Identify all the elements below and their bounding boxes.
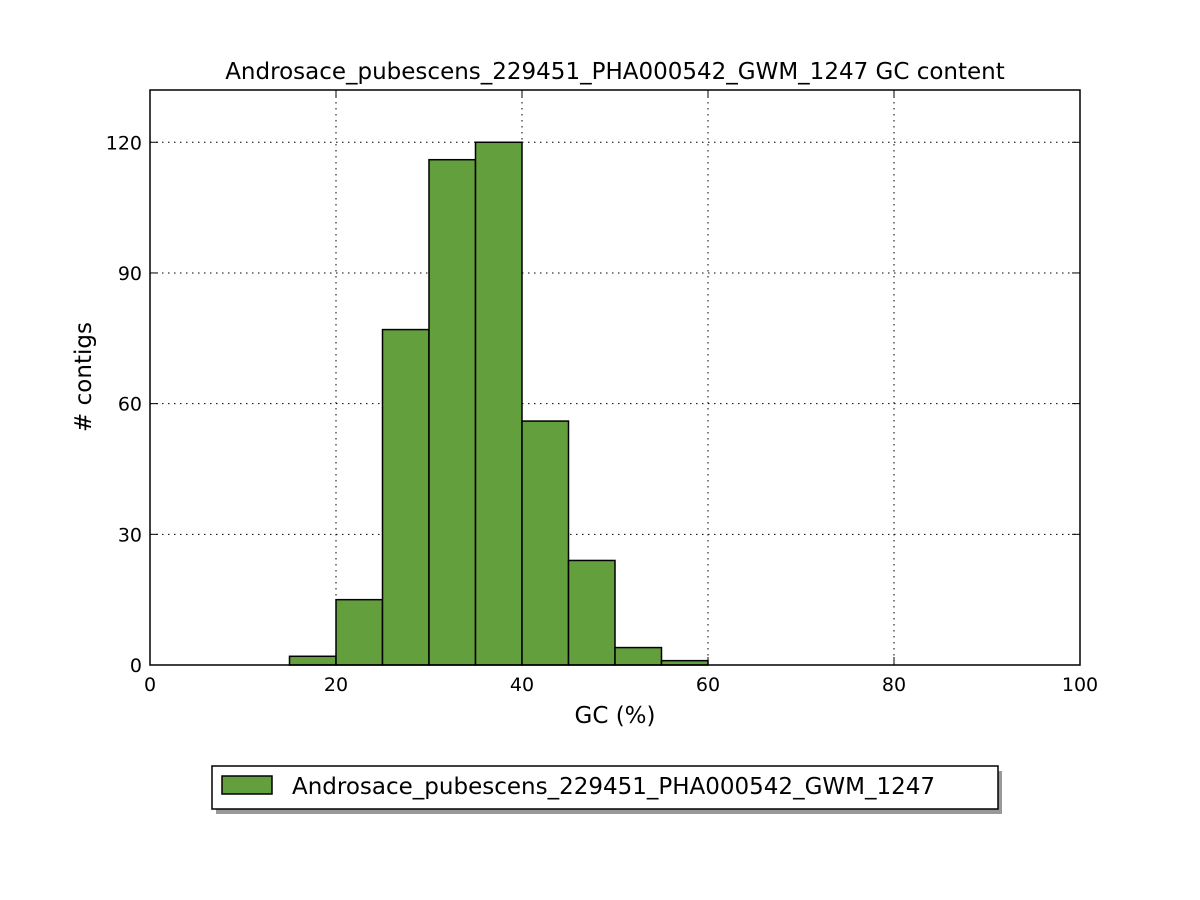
histogram-bar-5 bbox=[521, 420, 570, 666]
histogram-bar-4 bbox=[474, 141, 523, 666]
legend-swatch bbox=[221, 775, 273, 795]
y-tick-label-4: 120 bbox=[106, 132, 142, 154]
y-tick-label-0: 0 bbox=[130, 655, 142, 677]
legend-label: Androsace_pubescens_229451_PHA000542_GWM… bbox=[292, 774, 935, 800]
ticks-layer: 0 20 40 60 80 100 0 30 60 90 120 bbox=[106, 90, 1098, 696]
y-tick-label-1: 30 bbox=[118, 524, 142, 546]
histogram-bar-2 bbox=[381, 328, 430, 666]
x-tick-label-2: 40 bbox=[510, 674, 534, 696]
x-tick-label-3: 60 bbox=[696, 674, 720, 696]
y-axis-label: # contigs bbox=[71, 322, 97, 432]
plot-frame bbox=[149, 89, 1081, 666]
x-tick-label-1: 20 bbox=[324, 674, 348, 696]
histogram-bar-1 bbox=[335, 598, 384, 666]
grid-layer bbox=[150, 90, 1080, 665]
histogram-bar-0 bbox=[288, 655, 337, 666]
x-tick-label-4: 80 bbox=[882, 674, 906, 696]
y-tick-label-3: 90 bbox=[118, 263, 142, 285]
histogram-bar-7 bbox=[614, 646, 663, 666]
histogram-bar-6 bbox=[567, 559, 616, 666]
x-axis-label: GC (%) bbox=[575, 703, 656, 729]
chart-title: Androsace_pubescens_229451_PHA000542_GWM… bbox=[225, 59, 1005, 85]
y-tick-label-2: 60 bbox=[118, 394, 142, 416]
bars-layer bbox=[288, 141, 709, 666]
histogram-bar-3 bbox=[428, 158, 477, 666]
x-tick-label-5: 100 bbox=[1062, 674, 1098, 696]
legend: Androsace_pubescens_229451_PHA000542_GWM… bbox=[211, 765, 1002, 814]
legend-box bbox=[211, 765, 999, 810]
x-tick-label-0: 0 bbox=[144, 674, 156, 696]
